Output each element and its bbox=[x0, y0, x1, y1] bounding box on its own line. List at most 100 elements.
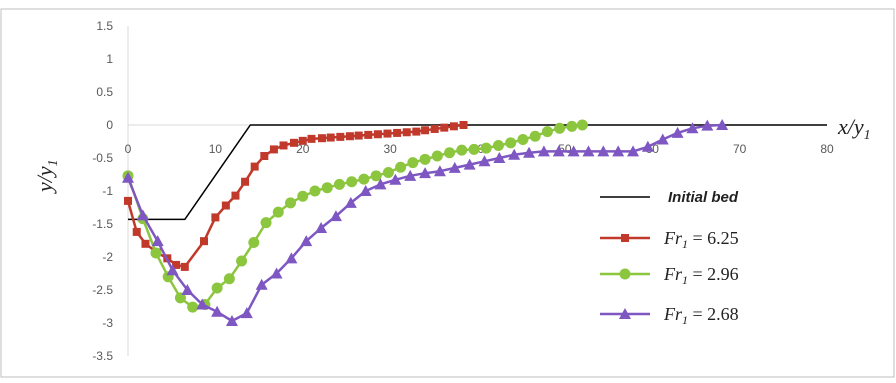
data-point-square bbox=[290, 138, 299, 147]
data-point-triangle bbox=[225, 315, 238, 327]
data-point-square bbox=[326, 133, 335, 142]
data-point-circle bbox=[272, 206, 284, 218]
data-point-circle bbox=[382, 167, 394, 179]
data-point-circle bbox=[529, 130, 541, 142]
data-point-circle bbox=[517, 134, 529, 146]
data-point-triangle bbox=[478, 155, 491, 167]
data-point-square bbox=[260, 152, 269, 161]
y-tick-label: 1.5 bbox=[96, 19, 113, 33]
data-point-circle bbox=[309, 185, 321, 197]
data-point-triangle bbox=[701, 119, 714, 131]
data-point-square bbox=[307, 134, 316, 143]
data-point-triangle bbox=[448, 161, 461, 173]
legend-item-3: Fr1 = 2.68 bbox=[600, 304, 739, 327]
data-point-circle bbox=[431, 150, 443, 162]
y-tick-label: -2 bbox=[102, 250, 113, 264]
series-2 bbox=[122, 119, 588, 313]
data-point-triangle bbox=[716, 119, 729, 130]
data-point-triangle bbox=[537, 145, 550, 157]
data-point-square bbox=[402, 128, 411, 137]
data-point-triangle bbox=[136, 209, 149, 221]
data-point-circle bbox=[419, 153, 431, 165]
data-point-circle bbox=[395, 161, 407, 173]
data-point-square bbox=[241, 177, 250, 186]
data-point-square bbox=[336, 132, 345, 141]
data-point-square bbox=[279, 141, 288, 150]
data-point-triangle bbox=[404, 169, 417, 181]
data-point-circle bbox=[370, 170, 382, 182]
data-point-circle bbox=[211, 282, 223, 294]
legend-label: Fr1 = 2.68 bbox=[663, 304, 739, 327]
legend-label: Fr1 = 2.96 bbox=[663, 264, 739, 287]
data-point-circle bbox=[468, 143, 480, 155]
data-point-square bbox=[269, 145, 278, 154]
data-point-triangle bbox=[344, 196, 357, 208]
data-point-square bbox=[211, 213, 220, 222]
data-point-triangle bbox=[285, 252, 298, 264]
data-point-triangle bbox=[389, 173, 402, 185]
data-point-triangle bbox=[196, 298, 209, 310]
data-point-triangle bbox=[463, 158, 476, 170]
data-point-square bbox=[141, 239, 150, 248]
chart-frame bbox=[0, 8, 895, 378]
data-point-square bbox=[412, 127, 421, 136]
y-tick-label: -2.5 bbox=[92, 283, 113, 297]
data-point-triangle bbox=[671, 126, 684, 138]
data-point-triangle bbox=[686, 122, 699, 134]
data-point-triangle bbox=[508, 148, 521, 160]
series-layer bbox=[122, 119, 827, 327]
legend-item-0: Initial bed bbox=[600, 189, 739, 206]
series-1 bbox=[124, 121, 468, 271]
data-point-square bbox=[383, 129, 392, 138]
data-point-triangle bbox=[255, 278, 268, 290]
series-3 bbox=[122, 119, 729, 327]
data-point-circle bbox=[248, 236, 260, 248]
x-tick-label: 20 bbox=[296, 142, 310, 156]
data-point-circle bbox=[492, 139, 504, 151]
data-point-triangle bbox=[270, 267, 283, 279]
y-tick-label: 0.5 bbox=[96, 85, 113, 99]
data-point-square bbox=[317, 134, 326, 143]
x-tick-label: 70 bbox=[733, 142, 747, 156]
data-point-square bbox=[172, 260, 181, 269]
data-point-circle bbox=[174, 292, 186, 304]
y-axis-title: y/y1 bbox=[32, 159, 61, 194]
x-tick-label: 0 bbox=[125, 142, 132, 156]
data-point-triangle bbox=[166, 264, 179, 276]
data-point-square bbox=[364, 130, 373, 139]
data-point-circle bbox=[456, 144, 468, 156]
data-point-triangle bbox=[181, 284, 194, 295]
data-point-triangle bbox=[582, 145, 595, 157]
data-point-circle bbox=[619, 268, 631, 280]
data-point-triangle bbox=[493, 152, 506, 163]
data-point-triangle bbox=[656, 133, 669, 145]
data-point-circle bbox=[297, 190, 309, 202]
data-point-square bbox=[373, 130, 382, 139]
data-point-triangle bbox=[612, 145, 625, 157]
data-point-triangle bbox=[151, 235, 164, 247]
y-tick-label: -3.5 bbox=[92, 349, 113, 363]
legend-item-1: Fr1 = 6.25 bbox=[600, 228, 739, 251]
data-point-circle bbox=[187, 301, 199, 313]
data-point-square bbox=[221, 201, 230, 210]
data-point-square bbox=[200, 237, 209, 246]
data-point-circle bbox=[346, 176, 358, 188]
x-tick-label: 30 bbox=[383, 142, 397, 156]
data-point-triangle bbox=[597, 145, 610, 157]
data-point-triangle bbox=[419, 167, 432, 179]
data-point-square bbox=[393, 128, 402, 137]
data-point-circle bbox=[150, 247, 162, 259]
data-point-triangle bbox=[523, 146, 536, 158]
x-axis-title: x/y1 bbox=[837, 114, 871, 143]
data-point-circle bbox=[576, 119, 588, 131]
data-point-triangle bbox=[641, 140, 654, 152]
y-tick-label: 1 bbox=[106, 52, 113, 66]
data-point-triangle bbox=[315, 221, 328, 233]
series-0 bbox=[128, 124, 827, 221]
data-point-circle bbox=[505, 137, 517, 149]
data-point-triangle bbox=[329, 210, 342, 222]
y-tick-label: -1.5 bbox=[92, 217, 113, 231]
data-point-square bbox=[180, 262, 189, 271]
data-point-triangle bbox=[567, 145, 580, 157]
